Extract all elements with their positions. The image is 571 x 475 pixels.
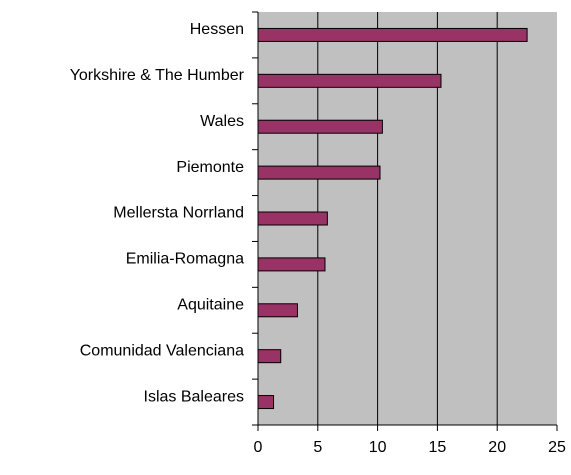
y-tick-label: Comunidad Valenciana [80, 342, 244, 359]
bar [257, 395, 275, 410]
bar [257, 165, 381, 180]
x-tick-label: 20 [488, 439, 506, 456]
y-tick-label: Wales [200, 113, 244, 130]
x-tick-label: 10 [369, 439, 387, 456]
bar [257, 27, 528, 42]
bar [257, 257, 326, 272]
y-tick-label: Emilia-Romagna [126, 251, 244, 268]
bar [257, 349, 282, 364]
bar [257, 211, 328, 226]
bar [257, 73, 442, 88]
y-tick-label: Mellersta Norrland [113, 205, 244, 222]
y-tick-label: Yorkshire & The Humber [70, 67, 245, 84]
bar [257, 119, 383, 134]
y-tick-label: Islas Baleares [144, 388, 245, 405]
y-tick-label: Hessen [190, 21, 244, 38]
bar [257, 303, 298, 318]
x-tick-label: 5 [313, 439, 322, 456]
y-tick-label: Piemonte [176, 159, 244, 176]
y-tick-label: Aquitaine [177, 296, 244, 313]
x-tick-label: 25 [548, 439, 566, 456]
x-tick-label: 15 [429, 439, 447, 456]
x-tick-label: 0 [254, 439, 263, 456]
